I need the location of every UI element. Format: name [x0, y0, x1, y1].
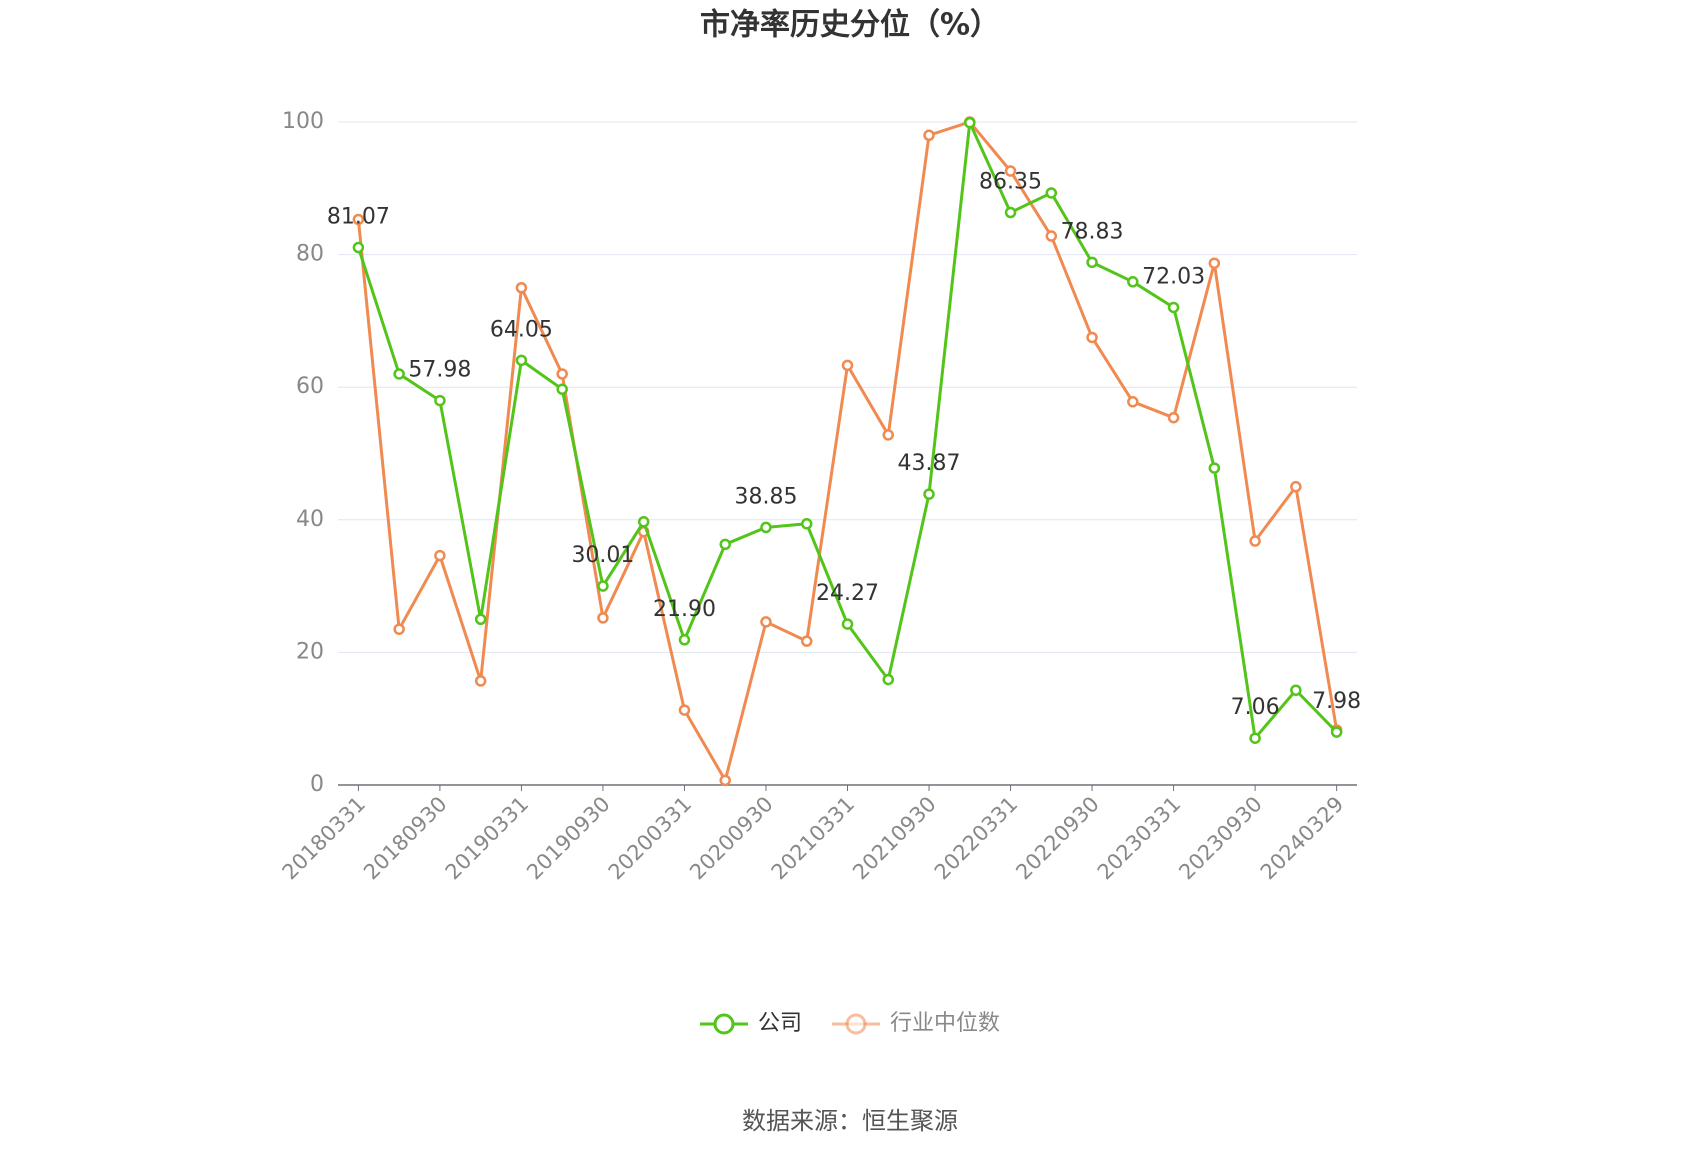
legend-marker: [845, 1013, 867, 1035]
data-label: 78.83: [1061, 219, 1124, 244]
source: 数据来源：恒生聚源: [742, 1107, 958, 1135]
data-point: [515, 354, 528, 367]
chart-title: 市净率历史分位（%）: [700, 8, 1000, 43]
data-point: [352, 241, 365, 254]
data-label: 43.87: [898, 451, 961, 476]
data-point: [1167, 411, 1180, 424]
y-tick-label: 40: [296, 507, 324, 532]
data-point: [1167, 301, 1180, 314]
data-point: [760, 616, 772, 628]
data-point: [719, 774, 731, 787]
data-label: 72.03: [1142, 264, 1205, 289]
y-tick-label: 0: [310, 772, 324, 797]
y-tick-label: 80: [296, 242, 324, 267]
data-point: [1004, 165, 1017, 177]
data-point: [556, 368, 568, 380]
data-point: [841, 359, 854, 372]
legend-label: 公司: [758, 1011, 802, 1036]
data-point: [434, 394, 446, 407]
data-label: 38.85: [734, 484, 797, 509]
data-point: [1127, 276, 1139, 288]
data-label: 7.98: [1312, 689, 1361, 714]
data-point: [515, 282, 528, 294]
data-point: [923, 488, 935, 500]
data-point: [474, 675, 487, 687]
data-label: 64.05: [490, 317, 553, 342]
data-point: [1290, 684, 1302, 696]
x-tick-label: 20230930: [1174, 792, 1267, 885]
series-line: [356, 117, 1338, 742]
x-tick-label: 20180930: [359, 792, 452, 885]
data-label: 81.07: [327, 205, 390, 230]
x-tick-label: 20210331: [767, 792, 860, 885]
data-point: [678, 704, 691, 716]
data-point: [1330, 726, 1343, 738]
data-point: [637, 516, 650, 528]
x-tick-label: 20200331: [604, 792, 697, 885]
data-point: [1045, 230, 1058, 242]
data-point: [597, 612, 609, 624]
data-point: [678, 634, 691, 646]
data-point: [1249, 732, 1261, 744]
x-tick-label: 20220331: [930, 792, 1023, 885]
series-line: [356, 120, 1339, 785]
x-tick-label: 20190930: [522, 792, 615, 885]
data-point: [882, 429, 895, 441]
data-point: [800, 518, 813, 530]
data-point: [393, 623, 405, 635]
data-point: [1127, 396, 1139, 408]
data-point: [1208, 462, 1221, 474]
data-label: 86.35: [979, 169, 1042, 194]
data-label: 30.01: [571, 543, 634, 568]
data-point: [556, 383, 568, 395]
data-label: 57.98: [408, 358, 471, 383]
data-label: 21.90: [653, 597, 716, 622]
y-tick-label: 60: [296, 374, 324, 399]
data-point: [1045, 187, 1058, 199]
data-point: [393, 368, 405, 380]
x-tick-label: 20180331: [278, 792, 371, 885]
data-point: [1086, 256, 1098, 269]
x-tick-label: 20210930: [848, 792, 941, 885]
data-point: [1004, 206, 1017, 219]
data-point: [1290, 480, 1302, 493]
legend-label: 行业中位数: [890, 1011, 1000, 1036]
data-point: [1208, 257, 1221, 269]
data-point: [760, 521, 772, 534]
data-point: [597, 580, 609, 592]
data-point: [923, 129, 935, 142]
x-tick-label: 20200930: [685, 792, 778, 885]
x-tick-label: 20220930: [1011, 792, 1104, 885]
data-point: [841, 618, 854, 630]
data-point: [800, 635, 813, 647]
y-tick-label: 100: [282, 109, 324, 134]
data-point: [352, 213, 365, 226]
x-tick-label: 20240329: [1256, 792, 1349, 885]
data-point: [474, 613, 487, 625]
data-point: [434, 549, 446, 562]
legend-marker: [713, 1013, 735, 1035]
data-label: 7.06: [1231, 695, 1280, 720]
data-point: [964, 116, 976, 129]
x-tick-label: 20230331: [1093, 792, 1186, 885]
data-point: [1249, 535, 1261, 547]
data-point: [719, 538, 731, 551]
x-tick-label: 20190331: [441, 792, 534, 885]
data-point: [1086, 331, 1098, 344]
data-point: [882, 673, 895, 686]
data-label: 24.27: [816, 581, 879, 606]
y-tick-label: 20: [296, 639, 324, 664]
